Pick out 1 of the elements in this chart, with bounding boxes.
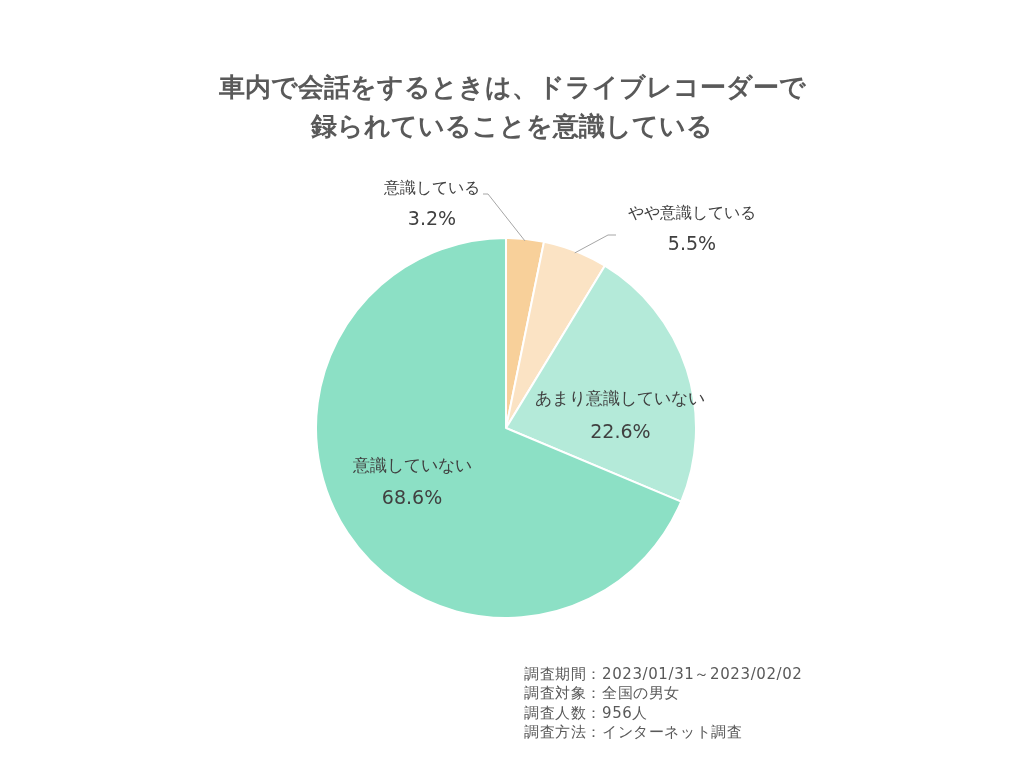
title: 車内で会話をするときは、ドライブレコーダーで録られていることを意識している	[217, 71, 807, 143]
